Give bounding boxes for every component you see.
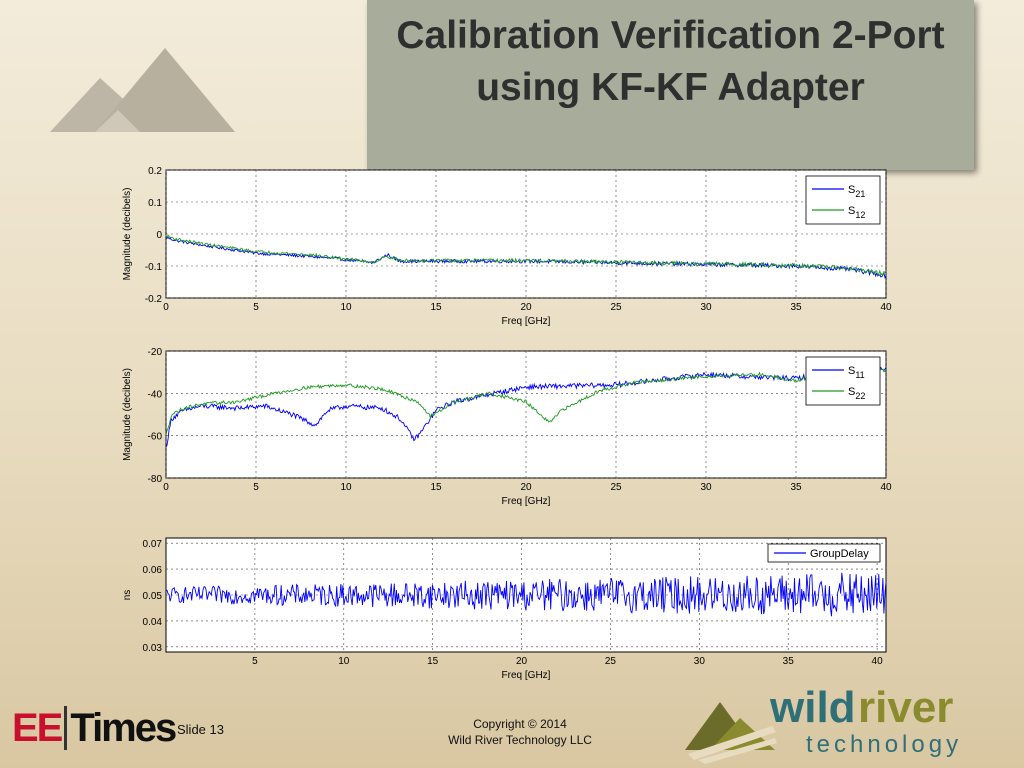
copyright-line-1: Copyright © 2014	[473, 717, 567, 731]
x-axis-label: Freq [GHz]	[502, 316, 551, 327]
chart-s11-s22-svg: 0 5 10 15 20 25 30 35 40 -80 -60 -40 -20 Freq [GHz] Ma…	[122, 347, 892, 507]
chart-s11-s22: 0 5 10 15 20 25 30 35 40 -80 -60 -40 -20 Freq [GHz] Ma…	[110, 340, 900, 515]
eetimes-logo-ee: EE	[12, 705, 63, 750]
chart-group-delay: 5 10 15 20 25 30 35 40 0.03 0.04 0.05 0.06 0.07 Freq …	[110, 522, 900, 694]
y-tick-label: 0.06	[143, 565, 163, 576]
x-tick-label: 10	[340, 302, 352, 313]
eetimes-logo-divider	[64, 706, 68, 750]
x-tick-label: 0	[163, 482, 169, 493]
chart-group-delay-svg: 5 10 15 20 25 30 35 40 0.03 0.04 0.05 0.06 0.07 Freq …	[122, 537, 887, 681]
chart-s21-s12: 0 5 10 15 20 25 30 35 40 -0.2 -0.1 0 0.1 0.2 Freq [GHz…	[110, 160, 900, 335]
chart-s21-s12-svg: 0 5 10 15 20 25 30 35 40 -0.2 -0.1 0 0.1 0.2 Freq [GHz…	[122, 166, 892, 327]
legend-label-subscript: 12	[855, 210, 865, 220]
y-tick-label: 0.07	[143, 539, 163, 550]
wild-river-emblem-icon	[685, 702, 777, 764]
x-tick-label: 15	[430, 302, 442, 313]
brand-technology: technology	[806, 731, 962, 758]
y-tick-label: -0.2	[145, 294, 163, 305]
y-tick-label: -60	[148, 432, 163, 443]
y-tick-label: -80	[148, 474, 163, 485]
y-tick-label: 0.03	[143, 643, 163, 654]
slide-number: Slide 13	[177, 722, 224, 737]
y-tick-label: 0.04	[143, 617, 163, 628]
x-tick-label: 15	[427, 656, 439, 667]
series-line-s12	[165, 234, 887, 277]
eetimes-logo: EE Times	[12, 700, 177, 756]
x-tick-label: 40	[880, 302, 892, 313]
title-box: Calibration Verification 2-Port using KF…	[367, 0, 974, 170]
copyright-line-2: Wild River Technology LLC	[448, 733, 592, 747]
series-line-s21	[165, 236, 887, 279]
x-tick-label: 20	[520, 482, 532, 493]
x-tick-label: 5	[253, 302, 259, 313]
y-tick-label: -20	[148, 347, 163, 358]
x-tick-label: 30	[700, 302, 712, 313]
wild-river-logo: wild river technology	[685, 683, 962, 764]
x-tick-label: 20	[520, 302, 532, 313]
x-tick-label: 10	[338, 656, 350, 667]
plot-area	[165, 350, 887, 479]
slide-title: Calibration Verification 2-Port using KF…	[396, 14, 945, 109]
legend-box	[805, 175, 881, 225]
x-tick-label: 15	[430, 482, 442, 493]
legend-box	[805, 356, 881, 406]
x-tick-label: 40	[872, 656, 884, 667]
x-tick-label: 25	[610, 302, 622, 313]
x-tick-label: 30	[694, 656, 706, 667]
legend-label-subscript: 11	[855, 370, 864, 380]
y-axis-label: Magnitude (decibels)	[122, 368, 133, 461]
series-line-s22	[165, 368, 887, 435]
y-tick-label: 0.2	[148, 166, 162, 177]
y-tick-label: -0.1	[145, 262, 163, 273]
brand-river: river	[858, 683, 953, 732]
y-axis-label: Magnitude (decibels)	[122, 188, 133, 281]
y-tick-label: 0	[156, 230, 162, 241]
x-tick-label: 0	[163, 302, 169, 313]
eetimes-logo-times: Times	[70, 705, 177, 750]
x-tick-label: 5	[252, 656, 258, 667]
x-tick-label: 25	[610, 482, 622, 493]
x-tick-label: 35	[783, 656, 795, 667]
x-tick-label: 20	[516, 656, 528, 667]
x-tick-label: 10	[340, 482, 352, 493]
x-tick-label: 40	[880, 482, 892, 493]
x-axis-label: Freq [GHz]	[502, 670, 551, 681]
x-tick-label: 25	[605, 656, 617, 667]
legend-box	[767, 543, 881, 563]
legend-label-subscript: 22	[855, 391, 865, 401]
legend-label: GroupDelay	[810, 548, 869, 560]
x-tick-label: 35	[790, 482, 802, 493]
x-tick-label: 5	[253, 482, 259, 493]
x-tick-label: 35	[790, 302, 802, 313]
y-axis-label: ns	[122, 590, 133, 601]
x-tick-label: 30	[700, 482, 712, 493]
y-tick-label: 0.05	[143, 591, 163, 602]
legend-label-subscript: 21	[855, 189, 865, 199]
series-line-groupdelay	[165, 572, 887, 617]
mountains-logo-icon	[50, 48, 235, 132]
x-axis-label: Freq [GHz]	[502, 496, 551, 507]
y-tick-label: 0.1	[148, 198, 162, 209]
copyright: Copyright © 2014 Wild River Technology L…	[420, 716, 620, 748]
brand-wild: wild	[769, 683, 856, 732]
y-tick-label: -40	[148, 389, 163, 400]
